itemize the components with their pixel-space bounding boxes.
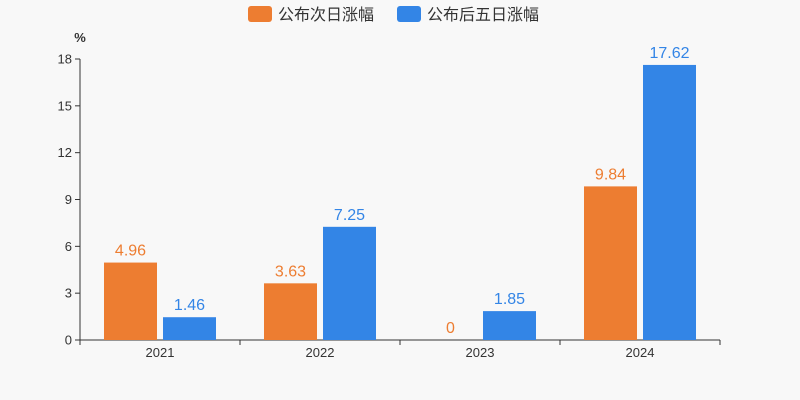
y-tick-label: 18 [58, 52, 72, 67]
x-tick-label: 2024 [626, 345, 655, 360]
y-tick-label: 12 [58, 145, 72, 160]
bar-series-1[interactable] [104, 262, 157, 340]
bar-series-2[interactable] [643, 64, 696, 340]
x-tick-label: 2023 [466, 345, 495, 360]
value-label-series-2: 1.85 [494, 291, 525, 308]
value-label-series-1: 4.96 [115, 243, 146, 260]
value-label-series-2: 1.46 [174, 297, 205, 314]
bar-series-1[interactable] [264, 283, 317, 340]
x-tick-label: 2022 [306, 345, 335, 360]
y-axis: 0 3 6 9 12 15 18 [58, 52, 81, 348]
y-tick-label: 3 [65, 286, 72, 301]
bars [104, 64, 696, 340]
value-label-series-1: 0 [446, 320, 455, 337]
legend-swatch-series-1[interactable] [248, 6, 272, 22]
legend[interactable]: 公布次日涨幅 公布后五日涨幅 [248, 5, 539, 24]
legend-swatch-series-2[interactable] [397, 6, 421, 22]
value-label-series-2: 7.25 [334, 207, 365, 224]
y-tick-label: 0 [65, 333, 72, 348]
y-tick-label: 6 [65, 239, 72, 254]
value-label-series-2: 17.62 [649, 45, 689, 62]
bar-series-2[interactable] [163, 317, 216, 340]
legend-label-series-2[interactable]: 公布后五日涨幅 [427, 5, 539, 24]
bar-series-1[interactable] [584, 186, 637, 340]
y-tick-label: 15 [58, 98, 72, 113]
y-tick-label: 9 [65, 192, 72, 207]
value-label-series-1: 3.63 [275, 263, 306, 280]
bar-series-2[interactable] [323, 226, 376, 340]
value-label-series-1: 9.84 [595, 166, 626, 183]
value-labels: 4.96 1.46 3.63 7.25 0 1.85 9.84 17.62 [115, 45, 690, 337]
y-axis-unit-label: % [74, 30, 86, 45]
legend-label-series-1[interactable]: 公布次日涨幅 [278, 5, 374, 24]
x-tick-label: 2021 [146, 345, 175, 360]
x-axis: 2021 2022 2023 2024 [79, 339, 721, 360]
bar-series-2[interactable] [483, 311, 536, 340]
